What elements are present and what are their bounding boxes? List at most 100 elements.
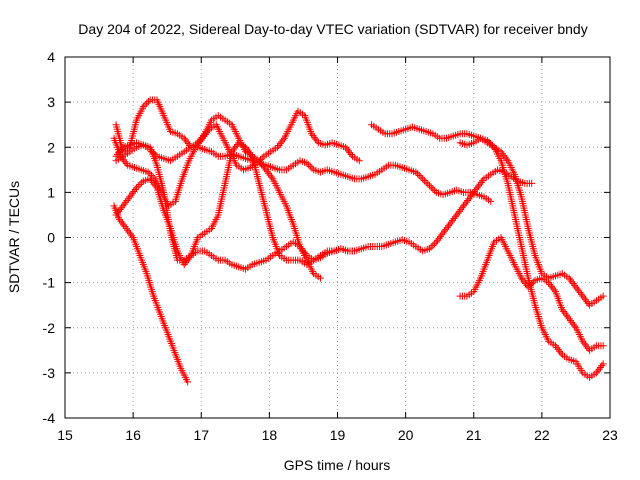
data-point — [278, 138, 286, 146]
data-point — [454, 209, 462, 217]
data-point — [297, 244, 305, 252]
data-point — [420, 177, 428, 185]
data-point — [447, 218, 455, 226]
x-tick-label: 19 — [330, 427, 346, 443]
data-point — [557, 349, 565, 357]
data-point — [182, 136, 190, 144]
data-point — [412, 168, 420, 176]
data-point — [487, 140, 495, 148]
data-point — [599, 342, 607, 350]
data-point — [468, 191, 476, 199]
data-point — [196, 138, 204, 146]
plot-frame — [64, 56, 611, 419]
data-point — [568, 318, 576, 326]
data-point — [265, 169, 273, 177]
data-point — [598, 362, 606, 370]
data-point — [549, 284, 557, 292]
data-point — [547, 282, 555, 290]
data-point — [128, 189, 136, 197]
data-point — [461, 200, 469, 208]
data-point — [450, 215, 458, 223]
y-tick-label: 1 — [47, 184, 55, 200]
data-point — [275, 141, 283, 149]
data-point — [308, 164, 316, 172]
data-point — [487, 197, 495, 205]
data-point — [565, 274, 573, 282]
data-point — [258, 154, 266, 162]
data-point — [184, 378, 192, 386]
y-tick-label: 4 — [47, 49, 55, 65]
data-point — [422, 178, 430, 186]
data-point — [136, 180, 144, 188]
data-point — [519, 276, 527, 284]
data-point — [558, 306, 566, 314]
data-point — [466, 193, 474, 201]
x-axis-label: GPS time / hours — [284, 457, 391, 473]
data-point — [308, 130, 316, 138]
series-track-e — [110, 107, 363, 210]
data-point — [583, 298, 591, 306]
x-axis-ticks: 15 16 17 18 19 20 21 22 23 — [57, 57, 618, 443]
data-point — [419, 175, 427, 183]
data-point — [596, 363, 604, 371]
data-point — [522, 280, 530, 288]
data-point — [184, 255, 192, 263]
grid-lines — [65, 57, 610, 418]
data-point — [122, 224, 130, 232]
data-point — [120, 221, 128, 229]
data-point — [465, 195, 473, 203]
data-point — [502, 155, 510, 163]
data-point — [309, 132, 317, 140]
data-point — [146, 175, 154, 183]
data-point — [244, 147, 252, 155]
data-point — [144, 98, 152, 106]
data-point — [122, 198, 130, 206]
x-tick-label: 16 — [125, 427, 141, 443]
y-tick-label: -2 — [43, 320, 56, 336]
data-point — [425, 182, 433, 190]
data-point — [303, 159, 311, 167]
data-point — [460, 202, 468, 210]
data-point — [193, 141, 201, 149]
data-point — [152, 182, 160, 190]
data-point — [343, 145, 351, 153]
data-point — [139, 103, 147, 111]
data-point — [123, 196, 131, 204]
data-point — [580, 339, 588, 347]
data-point — [197, 136, 205, 144]
data-point — [566, 276, 574, 284]
data-point — [579, 292, 587, 300]
data-point — [462, 198, 470, 206]
data-point — [414, 170, 422, 178]
y-axis-label: SDTVAR / TECUs — [6, 181, 22, 293]
data-point — [267, 173, 275, 181]
y-tick-label: 0 — [47, 230, 55, 246]
y-tick-label: -3 — [43, 365, 56, 381]
data-point — [553, 344, 561, 352]
data-point — [232, 142, 240, 150]
data-point — [564, 313, 572, 321]
data-point — [296, 243, 304, 251]
data-point — [242, 143, 250, 151]
data-point — [434, 236, 442, 244]
data-point — [488, 142, 496, 150]
data-point — [122, 159, 130, 167]
data-point — [115, 207, 123, 215]
data-point — [594, 367, 602, 375]
data-point — [546, 280, 554, 288]
data-point — [141, 101, 149, 109]
data-point — [577, 290, 585, 298]
data-point — [313, 137, 321, 145]
data-point — [312, 135, 320, 143]
data-point — [120, 200, 128, 208]
data-point — [255, 157, 263, 165]
x-tick-label: 22 — [534, 427, 550, 443]
data-point — [417, 173, 425, 181]
data-point — [442, 225, 450, 233]
data-point — [599, 360, 607, 368]
y-tick-label: -4 — [43, 410, 56, 426]
data-point — [464, 196, 472, 204]
data-point — [316, 274, 324, 282]
data-point — [458, 204, 466, 212]
data-point — [432, 238, 440, 246]
